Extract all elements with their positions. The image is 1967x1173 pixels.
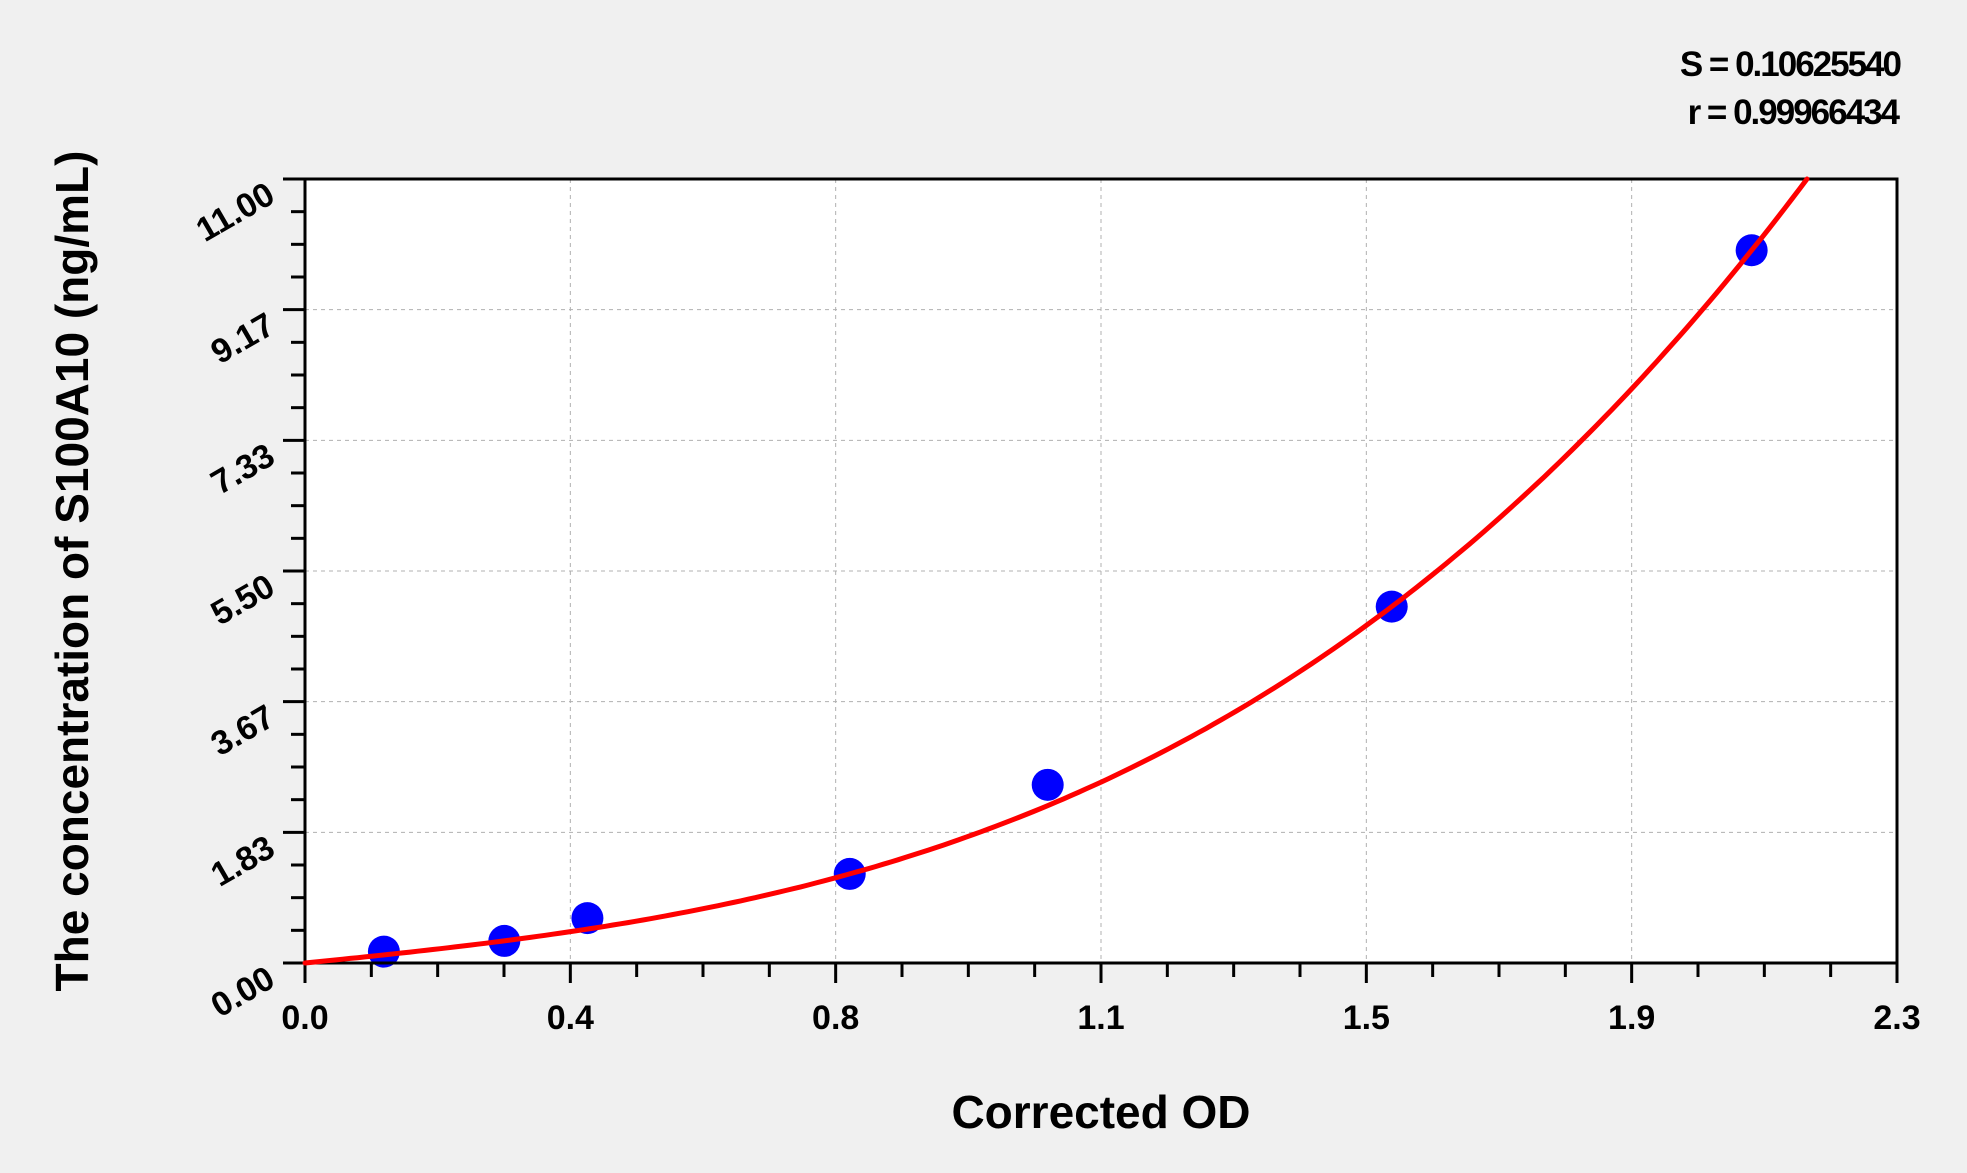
- x-tick-label: 1.9: [1608, 999, 1655, 1037]
- y-tick-label: 3.67: [205, 698, 281, 764]
- plot-frame: [303, 177, 1899, 965]
- x-tick-label: 0.0: [281, 999, 328, 1037]
- x-tick-labels: 0.0 0.4 0.8 1.1 1.5 1.9 2.3: [281, 999, 1920, 1037]
- y-tick-labels: 0.00 1.83 3.67 5.50 7.33 9.17 11.00: [190, 175, 281, 1025]
- x-tick-label: 0.4: [547, 999, 594, 1037]
- y-tick-label: 9.17: [205, 306, 281, 372]
- s-value-annotation: S = 0.10625540: [1680, 45, 1902, 84]
- x-axis-title: Corrected OD: [951, 1086, 1250, 1138]
- x-tick-label: 1.5: [1343, 999, 1390, 1037]
- y-tick-label: 1.83: [205, 828, 281, 894]
- fit-curve: [302, 176, 1810, 966]
- r-value-annotation: r = 0.99966434: [1688, 93, 1901, 132]
- ticks: [283, 177, 1899, 983]
- fit-curve-group: [302, 176, 1810, 966]
- y-tick-label: 5.50: [205, 567, 281, 633]
- x-tick-label: 1.1: [1077, 999, 1124, 1037]
- y-axis-title: The concentration of S100A10 (ng/mL): [46, 151, 98, 992]
- y-tick-label: 0.00: [205, 959, 281, 1025]
- x-tick-label: 0.8: [812, 999, 859, 1037]
- data-point: [367, 935, 400, 968]
- data-point: [1031, 768, 1064, 801]
- grid: [305, 179, 1897, 963]
- x-tick-label: 2.3: [1873, 999, 1920, 1037]
- y-tick-label: 7.33: [205, 436, 281, 502]
- y-tick-label: 11.00: [190, 175, 281, 250]
